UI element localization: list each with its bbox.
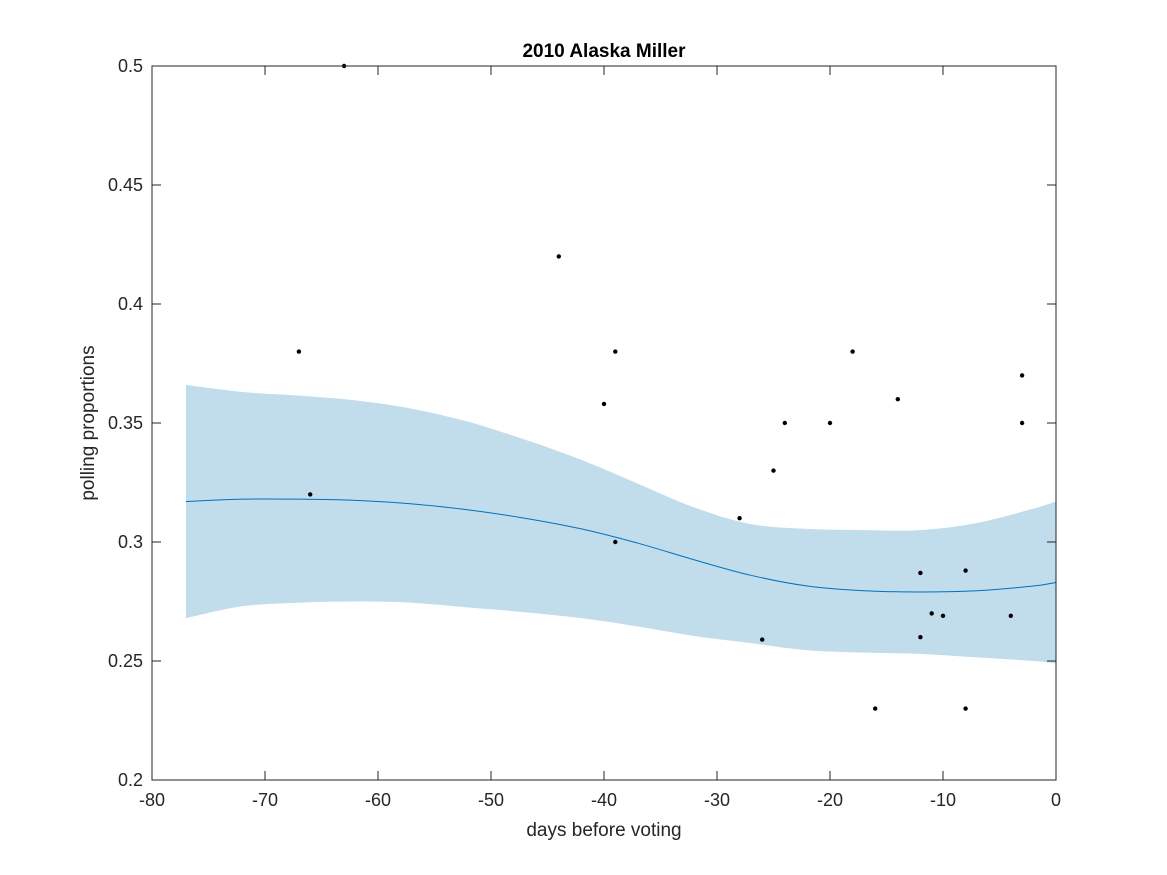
ticks-layer	[151, 65, 1057, 781]
y-tick-label: 0.4	[118, 294, 143, 314]
confidence-band-layer	[185, 384, 1056, 664]
x-tick-label: -30	[704, 790, 730, 810]
chart-title: 2010 Alaska Miller	[522, 41, 686, 62]
data-point	[308, 492, 313, 497]
y-tick-label: 0.2	[118, 770, 143, 790]
x-tick-label: -80	[139, 790, 165, 810]
x-tick-label: -40	[591, 790, 617, 810]
data-point	[873, 706, 878, 711]
data-point	[737, 516, 742, 521]
data-point	[601, 401, 607, 407]
y-axis-label: polling proportions	[78, 345, 99, 500]
data-point	[296, 349, 302, 354]
data-point	[940, 613, 946, 618]
data-point	[895, 397, 900, 402]
x-axis-label: days before voting	[526, 820, 681, 841]
y-tick-label: 0.5	[118, 56, 143, 76]
data-point	[1019, 420, 1025, 426]
data-point	[613, 349, 618, 354]
data-point	[918, 570, 923, 576]
trend-line-layer	[185, 498, 1057, 593]
data-point	[963, 706, 968, 711]
data-points-layer	[296, 63, 1025, 711]
x-tick-label: -60	[365, 790, 391, 810]
data-point	[771, 468, 776, 473]
trend-line	[185, 498, 1057, 593]
x-tick-label: -70	[252, 790, 278, 810]
data-point	[760, 637, 765, 642]
confidence-band	[185, 384, 1056, 664]
y-tick-label: 0.3	[118, 532, 143, 552]
data-point	[918, 635, 923, 640]
data-point	[929, 611, 934, 616]
y-tick-label: 0.45	[108, 175, 143, 195]
data-point	[850, 349, 855, 354]
x-tick-label: -10	[930, 790, 956, 810]
data-point	[556, 254, 561, 259]
data-point	[1019, 373, 1025, 378]
x-tick-label: -20	[817, 790, 843, 810]
data-point	[963, 568, 968, 573]
data-point	[827, 420, 833, 426]
y-tick-labels: 0.2 0.25 0.3 0.35 0.4 0.45 0.5	[108, 56, 143, 790]
x-tick-label: -50	[478, 790, 504, 810]
x-tick-label: 0	[1051, 790, 1061, 810]
data-point	[613, 539, 618, 545]
x-tick-labels: -80 -70 -60 -50 -40 -30 -20 -10 0	[139, 790, 1061, 810]
data-point	[1008, 613, 1013, 618]
y-tick-label: 0.35	[108, 413, 143, 433]
data-point	[782, 420, 787, 426]
y-tick-label: 0.25	[108, 651, 143, 671]
